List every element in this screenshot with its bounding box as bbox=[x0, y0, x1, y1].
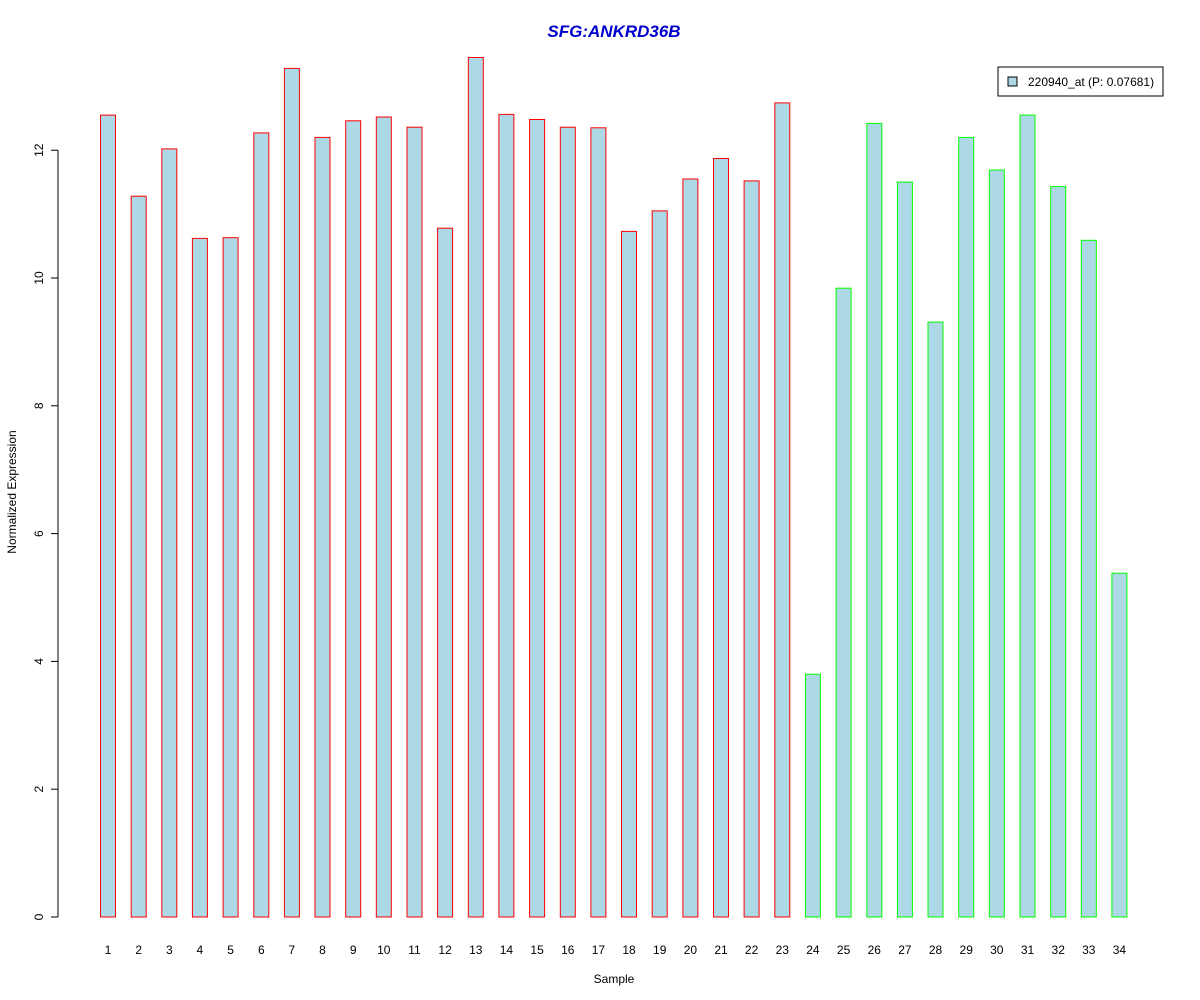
bar-sample-11 bbox=[406, 126, 423, 918]
x-tick-label: 7 bbox=[289, 943, 296, 957]
x-tick-label: 11 bbox=[408, 943, 421, 957]
bar-sample-22 bbox=[743, 180, 760, 918]
bar-sample-3 bbox=[161, 148, 178, 918]
bar-sample-7 bbox=[283, 67, 300, 918]
x-tick-label: 14 bbox=[500, 943, 514, 957]
x-tick-label: 31 bbox=[1021, 943, 1035, 957]
bar-sample-6 bbox=[253, 132, 270, 918]
x-tick-label: 33 bbox=[1082, 943, 1096, 957]
x-tick-label: 19 bbox=[653, 943, 667, 957]
x-tick-label: 8 bbox=[319, 943, 326, 957]
x-tick-label: 25 bbox=[837, 943, 851, 957]
bar-sample-34 bbox=[1111, 572, 1128, 918]
x-tick-label: 5 bbox=[227, 943, 234, 957]
bar-sample-30 bbox=[988, 169, 1005, 918]
bar-sample-10 bbox=[375, 116, 392, 918]
x-axis-label: Sample bbox=[594, 972, 635, 986]
x-tick-label: 23 bbox=[776, 943, 790, 957]
bar-sample-5 bbox=[222, 237, 239, 918]
x-tick-label: 30 bbox=[990, 943, 1004, 957]
bars-group bbox=[100, 57, 1128, 918]
x-tick-label: 13 bbox=[469, 943, 483, 957]
x-tick-label: 12 bbox=[438, 943, 452, 957]
legend-box bbox=[997, 66, 1164, 97]
bar-sample-16 bbox=[559, 126, 576, 918]
x-tick-label: 21 bbox=[714, 943, 728, 957]
x-tick-label: 26 bbox=[868, 943, 882, 957]
legend: 220940_at (P: 0.07681) bbox=[997, 66, 1164, 97]
bar-sample-23 bbox=[774, 102, 791, 918]
bar-sample-12 bbox=[437, 227, 454, 918]
bar-sample-24 bbox=[804, 673, 821, 918]
bar-sample-4 bbox=[191, 237, 208, 918]
bar-sample-13 bbox=[467, 57, 484, 918]
x-tick-label: 3 bbox=[166, 943, 173, 957]
x-tick-label: 4 bbox=[197, 943, 204, 957]
x-tick-label: 6 bbox=[258, 943, 265, 957]
bar-sample-17 bbox=[590, 127, 607, 918]
bar-sample-19 bbox=[651, 210, 668, 918]
x-tick-label: 29 bbox=[960, 943, 974, 957]
y-tick-label: 2 bbox=[32, 786, 46, 793]
bar-sample-8 bbox=[314, 136, 331, 918]
x-tick-label: 27 bbox=[898, 943, 912, 957]
bar-sample-9 bbox=[345, 120, 362, 918]
bar-sample-25 bbox=[835, 287, 852, 918]
x-tick-label: 28 bbox=[929, 943, 943, 957]
x-tick-label: 24 bbox=[806, 943, 820, 957]
bar-sample-2 bbox=[130, 195, 147, 918]
legend-label: 220940_at (P: 0.07681) bbox=[1028, 75, 1154, 89]
x-tick-label: 16 bbox=[561, 943, 575, 957]
bar-sample-20 bbox=[682, 178, 699, 918]
bar-sample-15 bbox=[529, 119, 546, 918]
x-tick-label: 9 bbox=[350, 943, 357, 957]
x-tick-label: 1 bbox=[105, 943, 112, 957]
bar-sample-18 bbox=[621, 230, 637, 918]
y-tick-label: 4 bbox=[32, 658, 46, 665]
bar-sample-14 bbox=[498, 113, 515, 918]
bar-sample-21 bbox=[713, 158, 729, 918]
x-tick-label: 32 bbox=[1052, 943, 1066, 957]
y-axis-label: Normalized Expression bbox=[5, 430, 19, 553]
y-axis: 0 2 4 6 8 10 12 bbox=[32, 143, 59, 920]
bar-sample-33 bbox=[1080, 239, 1097, 918]
bar-sample-29 bbox=[958, 136, 975, 918]
x-tick-label: 2 bbox=[135, 943, 142, 957]
x-tick-label: 17 bbox=[592, 943, 606, 957]
bar-sample-26 bbox=[866, 122, 883, 918]
chart-title: SFG:ANKRD36B bbox=[547, 22, 680, 41]
bar-sample-31 bbox=[1019, 114, 1036, 918]
x-tick-label: 34 bbox=[1113, 943, 1127, 957]
bar-sample-32 bbox=[1050, 186, 1067, 918]
y-tick-label: 10 bbox=[32, 271, 46, 285]
x-tick-label: 18 bbox=[622, 943, 636, 957]
x-tick-labels: 1 2 3 4 5 6 7 8 9 10 11 12 13 14 15 16 17 18 19 20 21 22 23 24 2… bbox=[105, 943, 1127, 957]
legend-swatch bbox=[1007, 76, 1018, 87]
y-tick-label: 6 bbox=[32, 530, 46, 537]
x-tick-label: 10 bbox=[377, 943, 391, 957]
y-tick-label: 0 bbox=[32, 913, 46, 920]
x-tick-label: 22 bbox=[745, 943, 759, 957]
x-tick-label: 15 bbox=[530, 943, 544, 957]
bar-sample-27 bbox=[896, 181, 913, 918]
y-tick-label: 12 bbox=[32, 143, 46, 157]
bar-sample-1 bbox=[100, 114, 116, 918]
bar-sample-28 bbox=[927, 321, 944, 918]
y-tick-label: 8 bbox=[32, 402, 46, 409]
x-tick-label: 20 bbox=[684, 943, 698, 957]
